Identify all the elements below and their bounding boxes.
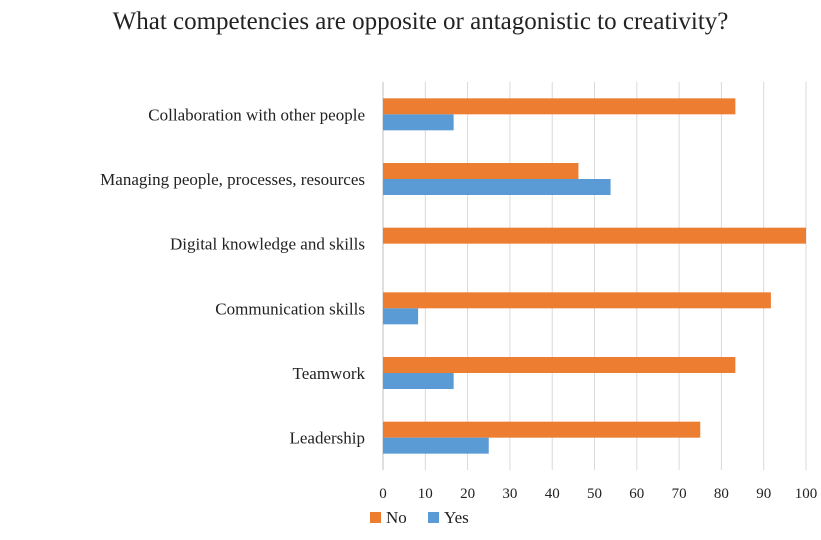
category-label: Communication skills — [215, 299, 365, 318]
x-tick-label: 40 — [545, 486, 560, 502]
legend-swatch-yes — [428, 512, 439, 523]
category-label: Leadership — [289, 429, 365, 448]
x-tick-label: 20 — [460, 486, 475, 502]
legend-swatch-no — [370, 512, 381, 523]
category-label: Teamwork — [293, 364, 366, 383]
bar-no — [383, 98, 736, 115]
bar-yes — [383, 114, 454, 131]
bar-yes — [383, 373, 454, 389]
category-label: Digital knowledge and skills — [170, 235, 365, 254]
category-label: Collaboration with other people — [148, 105, 365, 124]
x-tick-label: 100 — [795, 486, 818, 502]
x-tick-label: 70 — [672, 486, 687, 502]
bar-yes — [383, 437, 489, 454]
legend-label-yes: Yes — [444, 508, 469, 527]
bar-yes — [383, 308, 419, 325]
bar-no — [383, 163, 579, 179]
legend-label-no: No — [386, 508, 407, 527]
x-tick-label: 80 — [714, 486, 729, 502]
x-tick-label: 30 — [502, 486, 517, 502]
bar-no — [383, 421, 701, 438]
x-tick-label: 60 — [629, 486, 644, 502]
bar-no — [383, 357, 736, 373]
chart-title: What competencies are opposite or antago… — [112, 8, 729, 35]
x-tick-label: 90 — [756, 486, 771, 502]
bar-no — [383, 292, 771, 309]
x-tick-label: 0 — [379, 486, 387, 502]
x-tick-label: 10 — [418, 486, 433, 502]
bar-no — [383, 227, 806, 244]
category-label: Managing people, processes, resources — [100, 170, 365, 189]
x-tick-label: 50 — [587, 486, 602, 502]
bar-yes — [383, 179, 611, 195]
